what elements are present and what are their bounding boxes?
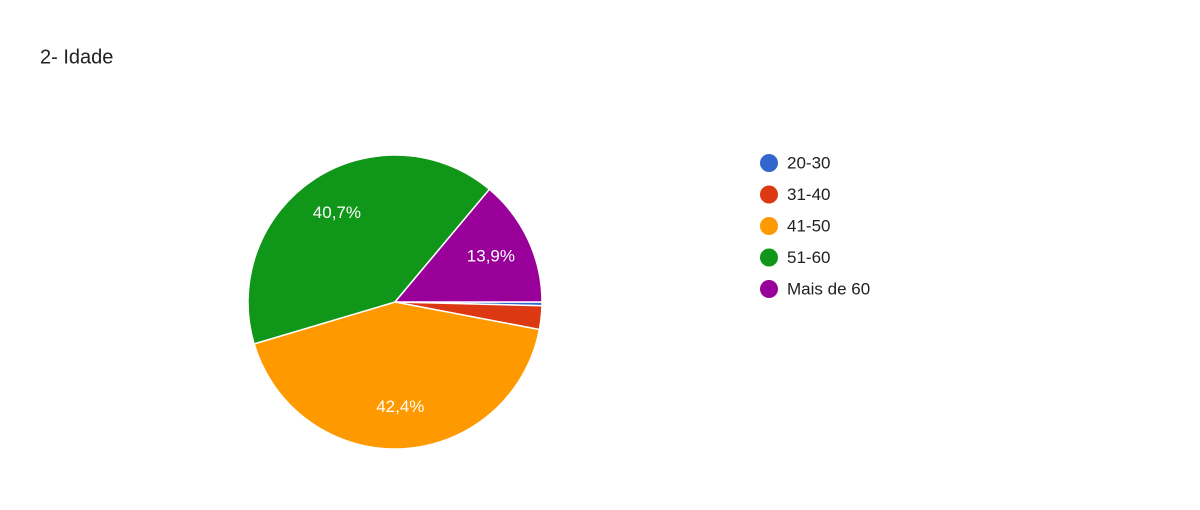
legend-marker xyxy=(760,280,778,298)
data-label: 42,4% xyxy=(376,397,424,416)
chart-title: 2- Idade xyxy=(40,46,113,68)
pie-slice xyxy=(247,154,491,345)
legend-label: Mais de 60 xyxy=(787,279,870,298)
pie-slice xyxy=(393,188,543,303)
legend-label: 31-40 xyxy=(787,185,830,204)
legend-label: 41-50 xyxy=(787,216,830,235)
legend-marker xyxy=(760,185,778,204)
legend-marker xyxy=(760,154,778,172)
legend-label: 51-60 xyxy=(787,248,830,267)
data-label: 13,9% xyxy=(467,247,515,266)
pie-slice xyxy=(253,301,541,450)
legend-marker xyxy=(760,248,778,267)
data-label: 40,7% xyxy=(313,203,361,222)
legend-marker xyxy=(760,217,778,235)
legend-label: 20-30 xyxy=(787,153,830,172)
